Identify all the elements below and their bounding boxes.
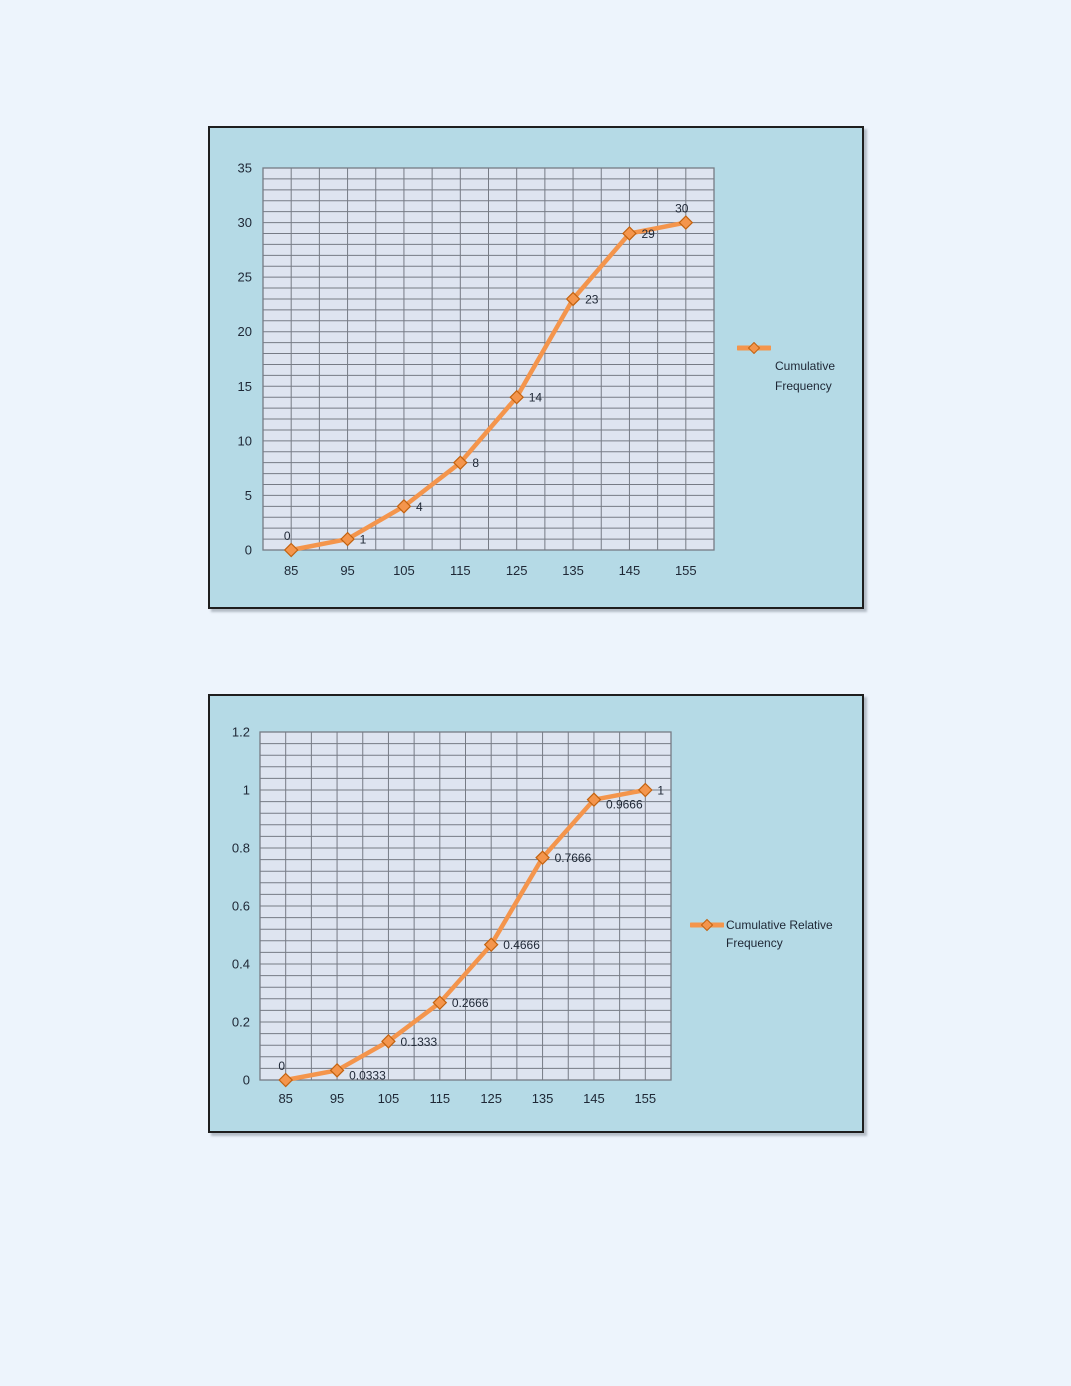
y-axis-tick-label: 10 xyxy=(238,433,252,448)
data-label: 0.4666 xyxy=(503,938,540,952)
legend-label: Cumulative Relative Frequency xyxy=(726,918,833,950)
x-axis-tick-label: 95 xyxy=(340,563,354,578)
y-axis-tick-labels: 0 0.2 0.4 0.6 0.8 1 1.2 xyxy=(232,725,250,1088)
x-axis-tick-label: 145 xyxy=(583,1091,605,1106)
data-label: 0 xyxy=(278,1059,285,1073)
y-axis-tick-label: 0.4 xyxy=(232,957,250,972)
data-point-markers xyxy=(278,782,653,1088)
x-axis-tick-labels: 85 95 105 115 125 135 145 155 xyxy=(278,1091,656,1106)
plot-border xyxy=(259,731,672,1081)
x-axis-tick-label: 95 xyxy=(330,1091,344,1106)
plot-border xyxy=(262,167,715,551)
x-axis-tick-label: 115 xyxy=(450,563,471,578)
x-axis-tick-label: 105 xyxy=(378,1091,400,1106)
data-label: 1 xyxy=(657,784,664,798)
data-label: 0.9666 xyxy=(606,798,643,812)
x-axis-tick-label: 125 xyxy=(480,1091,502,1106)
y-axis-tick-label: 15 xyxy=(238,379,252,394)
data-point-marker xyxy=(396,498,412,514)
data-point-marker xyxy=(565,291,581,307)
y-axis-tick-label: 5 xyxy=(245,488,252,503)
data-labels: 0 0.0333 0.1333 0.2666 0.4666 0.7666 0.9666 1 xyxy=(278,784,664,1083)
data-label: 0.7666 xyxy=(555,851,592,865)
y-axis-tick-label: 0 xyxy=(243,1073,250,1088)
x-axis-tick-label: 115 xyxy=(429,1091,450,1106)
series-line xyxy=(288,220,689,553)
y-axis-tick-label: 1.2 xyxy=(232,725,250,740)
y-axis-tick-label: 25 xyxy=(238,270,252,285)
y-axis-tick-label: 0 xyxy=(245,543,252,558)
y-axis-tick-label: 30 xyxy=(238,215,252,230)
data-label: 0 xyxy=(284,529,291,543)
data-point-marker xyxy=(678,215,694,230)
data-point-marker xyxy=(329,1062,345,1078)
y-axis-tick-label: 0.8 xyxy=(232,841,250,856)
data-label: 1 xyxy=(360,533,367,547)
cumulative-relative-frequency-chart: 0 0.2 0.4 0.6 0.8 1 1.2 85 95 105 115 125 135 145 155 0… xyxy=(208,694,864,1133)
data-point-marker xyxy=(586,792,602,808)
y-axis-tick-label: 0.2 xyxy=(232,1015,250,1030)
x-axis-tick-label: 155 xyxy=(675,563,697,578)
data-point-marker xyxy=(283,542,299,558)
cumulative-frequency-chart: 0 5 10 15 20 25 30 35 85 95 105 115 125 135 145 155 0 1 4 8… xyxy=(208,126,864,609)
x-axis-tick-label: 145 xyxy=(619,563,641,578)
x-axis-tick-label: 85 xyxy=(278,1091,292,1106)
data-label: 0.2666 xyxy=(452,996,489,1010)
x-axis-tick-label: 135 xyxy=(532,1091,554,1106)
data-point-marker xyxy=(622,226,637,241)
data-point-marker xyxy=(483,937,499,953)
y-axis-tick-label: 20 xyxy=(238,324,252,339)
data-point-marker xyxy=(452,455,468,471)
data-label: 4 xyxy=(416,500,423,514)
data-point-marker xyxy=(509,389,525,405)
data-label: 30 xyxy=(675,202,689,216)
x-axis-tick-label: 105 xyxy=(393,563,415,578)
data-point-marker xyxy=(432,995,448,1011)
data-label: 29 xyxy=(641,227,655,241)
data-label: 23 xyxy=(585,292,599,306)
data-label: 0.0333 xyxy=(349,1068,386,1082)
x-axis-tick-label: 125 xyxy=(506,563,528,578)
data-point-markers xyxy=(283,215,694,558)
x-axis-tick-label: 155 xyxy=(634,1091,656,1106)
data-point-marker xyxy=(535,850,550,866)
data-point-marker xyxy=(381,1033,396,1049)
series-line xyxy=(283,787,648,1083)
data-label: 8 xyxy=(472,456,479,470)
y-axis-tick-label: 35 xyxy=(238,161,252,176)
x-axis-tick-label: 135 xyxy=(562,563,584,578)
series-marker-icon xyxy=(737,342,771,354)
x-axis-tick-labels: 85 95 105 115 125 135 145 155 xyxy=(284,563,697,578)
legend: Cumulative Frequency xyxy=(737,342,865,396)
gridlines xyxy=(262,167,715,551)
y-axis-tick-label: 1 xyxy=(243,783,250,798)
x-axis-tick-label: 85 xyxy=(284,563,298,578)
series-marker-icon xyxy=(690,918,724,932)
data-label: 0.1333 xyxy=(400,1035,437,1049)
data-point-marker xyxy=(637,782,653,798)
legend: Cumulative Relative Frequency xyxy=(690,916,850,952)
y-axis-tick-labels: 0 5 10 15 20 25 30 35 xyxy=(238,161,252,558)
data-point-marker xyxy=(340,531,355,547)
y-axis-tick-label: 0.6 xyxy=(232,899,250,914)
data-point-marker xyxy=(278,1072,294,1088)
legend-label: Cumulative Frequency xyxy=(775,359,836,393)
data-label: 14 xyxy=(529,391,543,405)
cumulative-relative-frequency-plot: 0 0.2 0.4 0.6 0.8 1 1.2 85 95 105 115 125 135 145 155 0… xyxy=(232,725,672,1106)
